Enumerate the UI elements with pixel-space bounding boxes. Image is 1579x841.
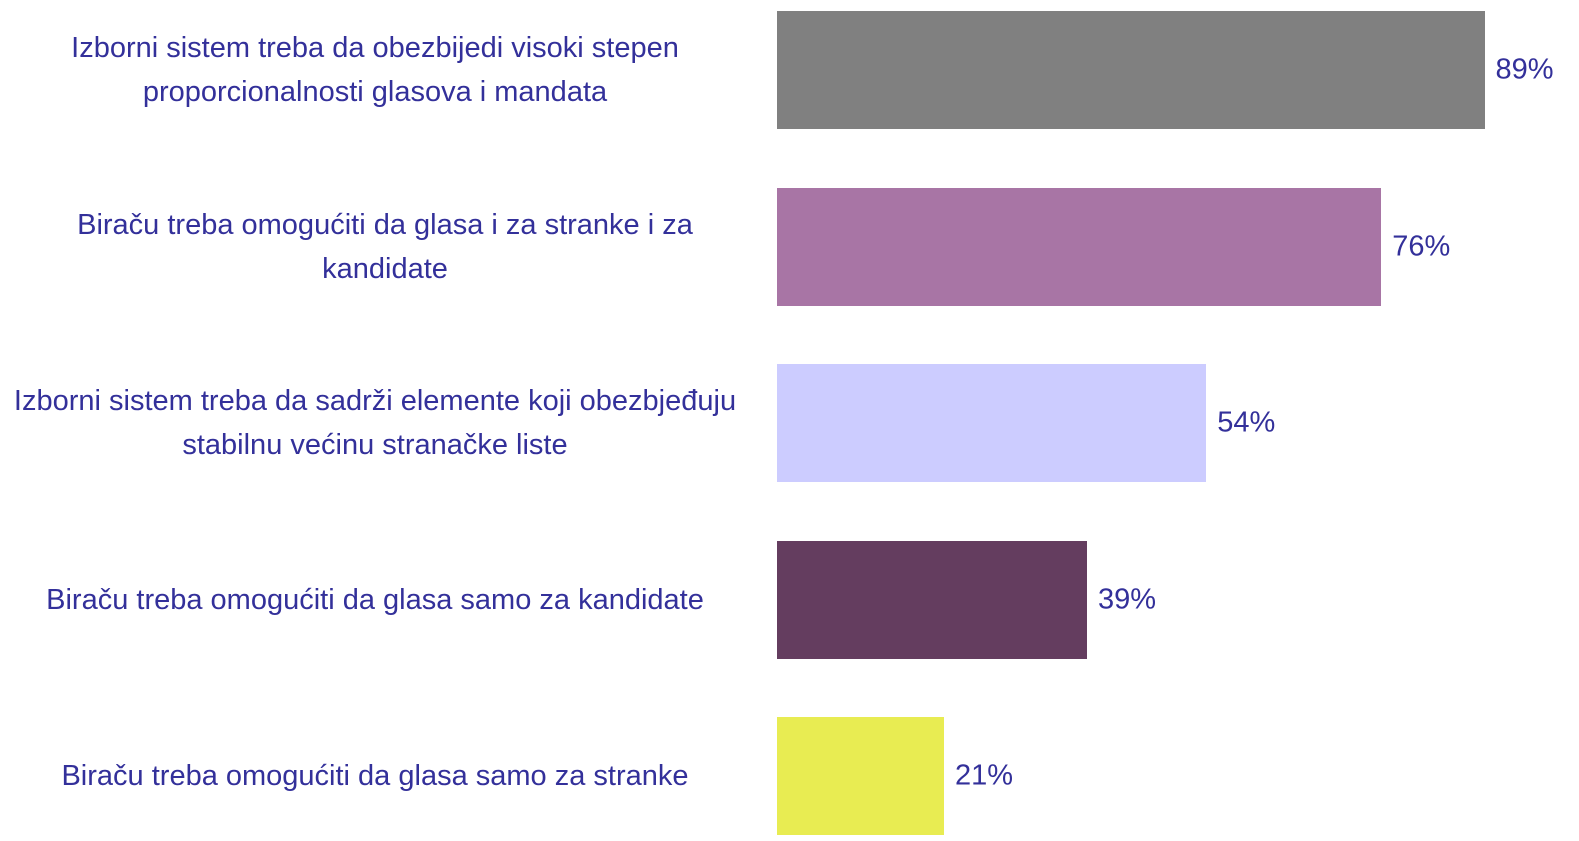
bar — [777, 717, 944, 835]
bar — [777, 11, 1485, 129]
value-label: 21% — [954, 759, 1013, 792]
category-label: Biraču treba omogućiti da glasa samo za … — [46, 583, 704, 616]
bar — [777, 364, 1207, 482]
value-label: 54% — [1217, 406, 1276, 439]
category-label: Biraču treba omogućiti da glasa i za str… — [77, 208, 693, 285]
value-label: 39% — [1098, 583, 1157, 615]
category-label: Izborni sistem treba da sadrži elemente … — [13, 385, 737, 461]
value-label: 76% — [1392, 230, 1451, 262]
bar — [777, 187, 1382, 306]
bar — [777, 540, 1088, 659]
value-label: 89% — [1495, 53, 1554, 86]
category-label: Izborni sistem treba da obezbijedi visok… — [71, 32, 679, 108]
category-label: Biraču treba omogućiti da glasa samo za … — [61, 760, 689, 792]
